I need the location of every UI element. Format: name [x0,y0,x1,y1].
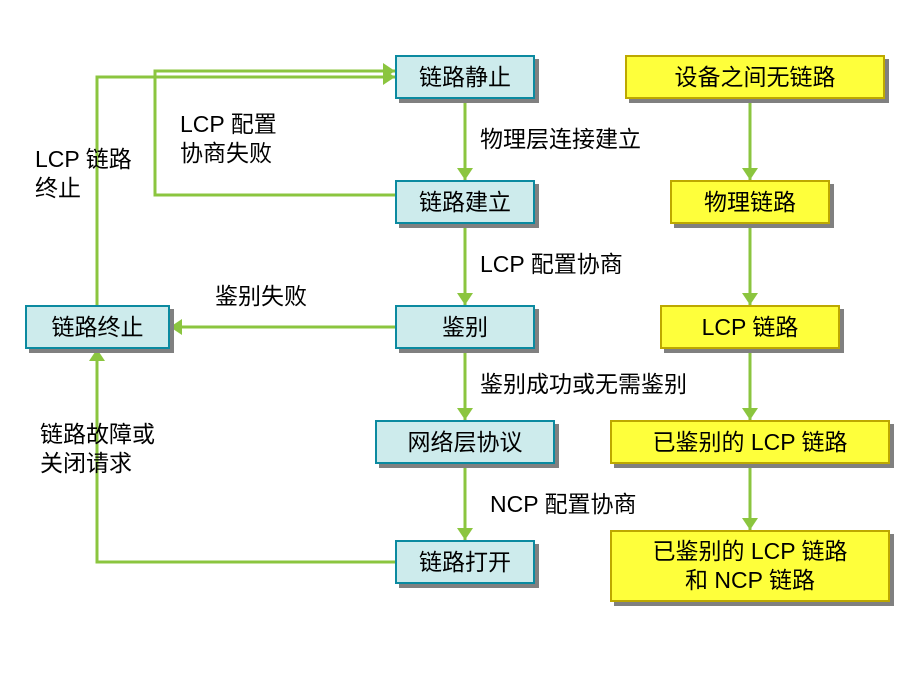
edge-label: NCP 配置协商 [490,490,637,519]
edge-label: 物理层连接建立 [480,125,641,154]
edge-label: 链路故障或 关闭请求 [40,420,155,478]
edge-label: LCP 配置 协商失败 [180,110,277,168]
node-n_authncp: 已鉴别的 LCP 链路 和 NCP 链路 [610,530,890,602]
edge-label: LCP 配置协商 [480,250,623,279]
diagram-canvas: 链路静止链路建立鉴别网络层协议链路打开 链路终止 设备之间无链路物理链路 LCP 链路… [0,0,920,690]
node-n_open: 链路打开 [395,540,535,584]
node-n_lcp: LCP 链路 [660,305,840,349]
edge-label: 鉴别失败 [215,282,307,311]
node-n_net: 网络层协议 [375,420,555,464]
node-n_phys: 物理链路 [670,180,830,224]
node-n_quiet: 链路静止 [395,55,535,99]
node-n_auth: 鉴别 [395,305,535,349]
node-n_authlcp: 已鉴别的 LCP 链路 [610,420,890,464]
node-n_term: 链路终止 [25,305,170,349]
node-n_estab: 链路建立 [395,180,535,224]
edge-label: 鉴别成功或无需鉴别 [480,370,687,399]
edge-label: LCP 链路 终止 [35,145,132,203]
node-n_nolink: 设备之间无链路 [625,55,885,99]
